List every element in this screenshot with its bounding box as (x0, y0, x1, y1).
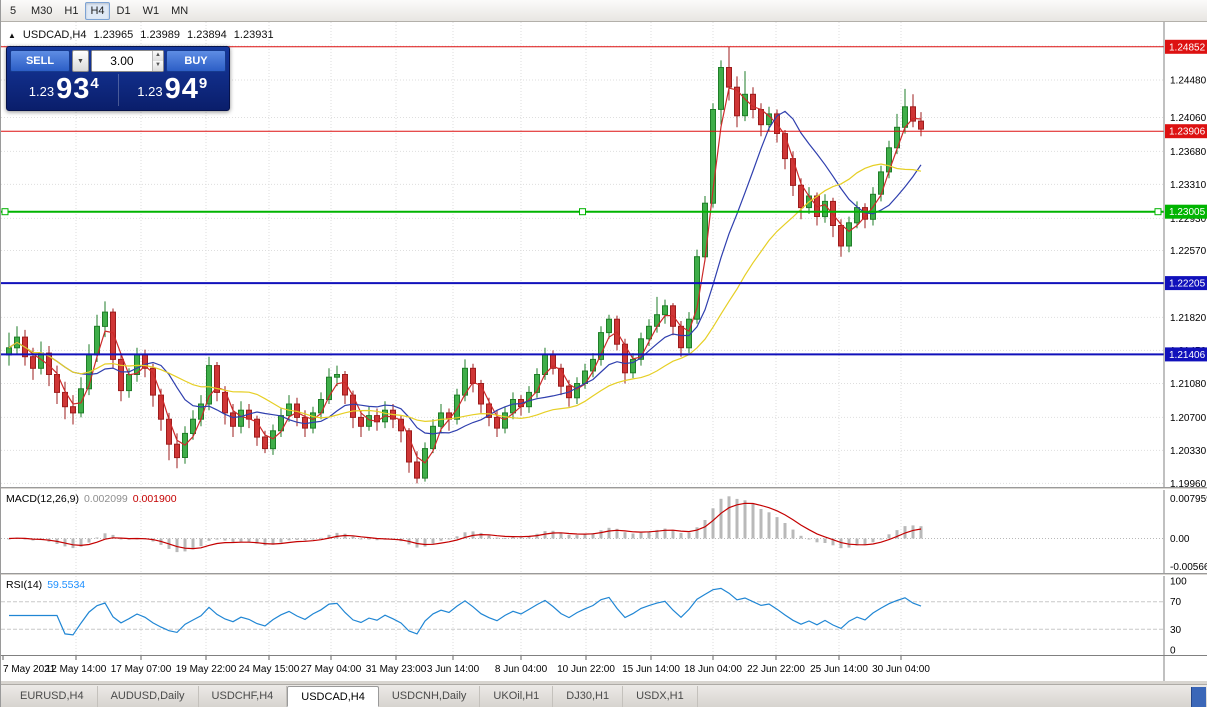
chart-tab-usdcnh-daily[interactable]: USDCNH,Daily (379, 686, 481, 707)
timeframe-toolbar: 5 M30 H1 H4 D1 W1 MN (1, 0, 1207, 22)
timeframe-w1-button[interactable]: W1 (138, 2, 165, 20)
macd-panel[interactable]: 0.007959 0.00 -0.00566 (1, 490, 1207, 573)
time-axis[interactable]: 7 May 2021 12 May 14:00 17 May 07:00 19 May… (1, 655, 1207, 681)
rsi-title: RSI(14) (6, 579, 43, 591)
svg-text:1.23005: 1.23005 (1169, 207, 1206, 218)
svg-text:1.24852: 1.24852 (1169, 42, 1206, 53)
quote-low: 1.23894 (187, 29, 227, 41)
svg-text:31 May 23:00: 31 May 23:00 (366, 664, 427, 675)
svg-text:1.23310: 1.23310 (1170, 180, 1207, 191)
chart-tab-usdx-h1[interactable]: USDX,H1 (623, 686, 698, 707)
svg-text:1.23906: 1.23906 (1169, 127, 1206, 138)
timeframe-m30-button[interactable]: M30 (26, 2, 57, 20)
svg-text:1.21406: 1.21406 (1169, 350, 1206, 361)
svg-text:70: 70 (1170, 597, 1182, 608)
buy-price-display[interactable]: 1.23 94 9 (119, 74, 227, 106)
chart-tab-eurusd-h4[interactable]: EURUSD,H4 (7, 686, 98, 707)
svg-text:1.21080: 1.21080 (1170, 379, 1207, 390)
buy-price-base: 1.23 (137, 84, 163, 99)
tabs-gap (1, 681, 1207, 684)
svg-text:15 Jun 14:00: 15 Jun 14:00 (622, 664, 680, 675)
svg-text:0.007959: 0.007959 (1170, 494, 1207, 505)
timeframe-mn-button[interactable]: MN (166, 2, 193, 20)
sell-button[interactable]: SELL (10, 50, 70, 72)
timeframe-d1-button[interactable]: D1 (112, 2, 136, 20)
one-click-trading-panel: SELL ▼ ▲ ▼ BUY 1.23 93 4 1.23 94 9 (6, 46, 230, 111)
buy-button[interactable]: BUY (166, 50, 226, 72)
svg-text:7 May 2021: 7 May 2021 (3, 664, 56, 675)
svg-text:0: 0 (1170, 646, 1176, 656)
volume-input[interactable] (92, 51, 152, 71)
svg-text:1.24480: 1.24480 (1170, 76, 1207, 87)
quote-high: 1.23989 (140, 29, 181, 41)
chart-tab-dj30-h1[interactable]: DJ30,H1 (553, 686, 624, 707)
svg-text:22 Jun 22:00: 22 Jun 22:00 (747, 664, 805, 675)
main-chart-panel[interactable]: 1.248601.244801.240601.236801.233101.229… (1, 22, 1207, 487)
symbol-marker-icon: ▲ (8, 30, 16, 40)
svg-text:1.23680: 1.23680 (1170, 147, 1207, 158)
timeframe-h1-button[interactable]: H1 (59, 2, 83, 20)
svg-text:1.22570: 1.22570 (1170, 246, 1207, 257)
svg-text:1.21820: 1.21820 (1170, 313, 1207, 324)
chart-tab-usdcad-h4[interactable]: USDCAD,H4 (287, 686, 379, 707)
rsi-chart[interactable]: 100 70 30 0 (1, 576, 1207, 655)
svg-text:1.20700: 1.20700 (1170, 413, 1207, 424)
quote-close: 1.23931 (233, 29, 274, 41)
sell-price-pips: 93 (56, 73, 91, 105)
macd-main-value: 0.002099 (83, 493, 128, 505)
svg-text:18 Jun 04:00: 18 Jun 04:00 (684, 664, 742, 675)
svg-text:17 May 07:00: 17 May 07:00 (111, 664, 172, 675)
macd-signal-value: 0.001900 (132, 493, 177, 505)
buy-price-pips: 94 (164, 73, 199, 105)
volume-up-icon[interactable]: ▲ (152, 51, 163, 61)
svg-text:30 Jun 04:00: 30 Jun 04:00 (872, 664, 930, 675)
svg-text:19 May 22:00: 19 May 22:00 (176, 664, 237, 675)
quote-symbol: USDCAD,H4 (22, 29, 87, 41)
sell-price-display[interactable]: 1.23 93 4 (10, 74, 119, 106)
timeframe-h4-button[interactable]: H4 (85, 1, 110, 20)
quote-info-line: ▲ USDCAD,H4 1.23965 1.23989 1.23894 1.23… (8, 29, 274, 41)
svg-text:25 Jun 14:00: 25 Jun 14:00 (810, 664, 868, 675)
svg-text:1.22930: 1.22930 (1170, 214, 1207, 225)
chart-tab-usdchf-h4[interactable]: USDCHF,H4 (199, 686, 288, 707)
svg-text:1.19960: 1.19960 (1170, 479, 1207, 487)
svg-text:3 Jun 14:00: 3 Jun 14:00 (427, 664, 480, 675)
svg-text:1.22205: 1.22205 (1169, 279, 1206, 290)
sell-price-point: 4 (90, 75, 99, 92)
svg-text:12 May 14:00: 12 May 14:00 (46, 664, 107, 675)
svg-text:0.00: 0.00 (1170, 534, 1190, 545)
buy-price-point: 9 (198, 75, 208, 92)
chart-tabs-bar: EURUSD,H4 AUDUSD,Daily USDCHF,H4 USDCAD,… (1, 684, 1207, 707)
macd-title: MACD(12,26,9) (6, 493, 79, 505)
svg-text:27 May 04:00: 27 May 04:00 (301, 664, 362, 675)
svg-text:100: 100 (1170, 577, 1187, 588)
panel-splitter-rsi[interactable] (1, 573, 1207, 576)
svg-text:1.24060: 1.24060 (1170, 113, 1207, 124)
macd-chart[interactable]: 0.007959 0.00 -0.00566 (1, 490, 1207, 573)
svg-text:8 Jun 04:00: 8 Jun 04:00 (495, 664, 548, 675)
svg-text:10 Jun 22:00: 10 Jun 22:00 (557, 664, 615, 675)
timeframe-m5-button[interactable]: 5 (2, 2, 24, 20)
volume-dropdown-button[interactable]: ▼ (72, 50, 89, 72)
svg-text:24 May 15:00: 24 May 15:00 (239, 664, 300, 675)
macd-indicator-label: MACD(12,26,9) 0.002099 0.001900 (6, 493, 177, 505)
chart-tab-audusd-daily[interactable]: AUDUSD,Daily (98, 686, 199, 707)
rsi-value: 59.5534 (47, 579, 86, 591)
panel-splitter-macd[interactable] (1, 487, 1207, 490)
quote-open: 1.23965 (93, 29, 134, 41)
svg-text:1.20330: 1.20330 (1170, 446, 1207, 457)
volume-spinner: ▲ ▼ (151, 51, 163, 71)
rsi-indicator-label: RSI(14) 59.5534 (6, 579, 85, 591)
volume-down-icon[interactable]: ▼ (152, 61, 163, 71)
svg-text:-0.00566: -0.00566 (1170, 562, 1207, 573)
sell-price-base: 1.23 (28, 84, 55, 99)
candlestick-chart[interactable]: 1.248601.244801.240601.236801.233101.229… (1, 22, 1207, 487)
svg-text:30: 30 (1170, 625, 1182, 636)
window-corner (1191, 687, 1206, 707)
rsi-panel[interactable]: 100 70 30 0 (1, 576, 1207, 655)
chart-tab-ukoil-h1[interactable]: UKOil,H1 (480, 686, 554, 707)
